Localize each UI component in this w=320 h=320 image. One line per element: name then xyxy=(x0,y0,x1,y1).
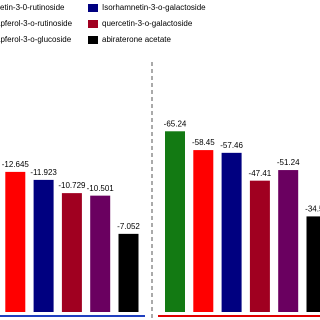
value-label: -58.45 xyxy=(192,138,215,147)
bar xyxy=(221,152,242,312)
bar xyxy=(165,131,185,312)
value-label: -10.729 xyxy=(58,181,86,190)
bar xyxy=(306,216,320,312)
bar xyxy=(61,193,82,312)
bar xyxy=(118,233,139,312)
legend-swatch xyxy=(88,20,98,28)
bar xyxy=(33,179,54,312)
legend-label: cetin-3-0-rutinoside xyxy=(0,3,65,12)
value-label: -11.923 xyxy=(30,168,57,177)
value-label: -51.24 xyxy=(277,158,300,167)
bar xyxy=(278,170,299,312)
value-label: -65.24 xyxy=(164,119,187,128)
value-label: -12.645 xyxy=(2,160,30,169)
bar xyxy=(90,195,111,312)
legend-swatch xyxy=(88,4,98,12)
value-label: -47.41 xyxy=(249,169,272,178)
value-label: -57.46 xyxy=(220,141,243,150)
bar xyxy=(5,171,26,312)
legend-label: Isorhamnetin-3-o-galactoside xyxy=(102,3,206,12)
value-label: -34.51 xyxy=(305,205,320,214)
value-label: -7.052 xyxy=(117,222,140,231)
legend-label: apferol-3-o-glucoside xyxy=(0,35,72,44)
legend-label: quercetin-3-o-galactoside xyxy=(102,19,193,28)
bar xyxy=(249,180,270,312)
legend-label: abiraterone acetate xyxy=(102,35,171,44)
value-label: -10.501 xyxy=(87,184,115,193)
legend-swatch xyxy=(88,36,98,44)
legend-label: apferol-3-o-rutinoside xyxy=(0,19,73,28)
bar xyxy=(193,150,214,312)
